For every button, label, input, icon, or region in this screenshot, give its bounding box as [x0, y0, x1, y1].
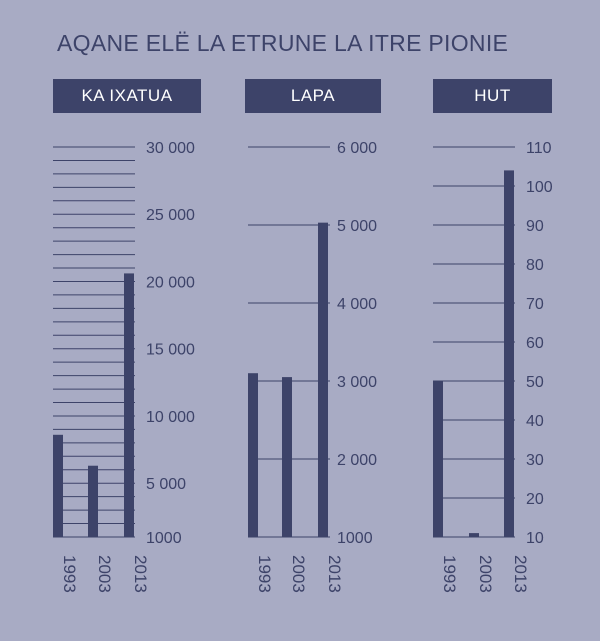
- y-tick-label-lapa: 1000: [337, 530, 373, 547]
- y-tick-label-lapa: 5 000: [337, 218, 377, 235]
- y-tick-label-lapa: 2 000: [337, 452, 377, 469]
- y-tick-label-ka-ixatua: 20 000: [146, 274, 195, 291]
- y-tick-label-ka-ixatua: 5 000: [146, 476, 186, 493]
- category-label-lapa-2003: 2003: [289, 555, 308, 593]
- y-tick-label-ka-ixatua: 10 000: [146, 409, 195, 426]
- y-tick-label-ka-ixatua: 15 000: [146, 342, 195, 359]
- y-tick-label-hut: 30: [526, 452, 544, 469]
- y-tick-label-hut: 20: [526, 491, 544, 508]
- y-tick-label-hut: 70: [526, 296, 544, 313]
- y-tick-label-lapa: 4 000: [337, 296, 377, 313]
- bar-lapa-2003: [282, 377, 292, 537]
- y-tick-label-hut: 40: [526, 413, 544, 430]
- y-tick-label-hut: 50: [526, 374, 544, 391]
- y-tick-label-hut: 110: [526, 140, 552, 157]
- y-tick-label-lapa: 6 000: [337, 140, 377, 157]
- bar-hut-2013: [504, 170, 514, 537]
- y-tick-label-ka-ixatua: 30 000: [146, 140, 195, 157]
- panel-header-ka-ixatua: KA IXATUA: [53, 79, 201, 113]
- y-tick-label-lapa: 3 000: [337, 374, 377, 391]
- bar-lapa-1993: [248, 373, 258, 537]
- category-label-ka-ixatua-1993: 1993: [60, 555, 79, 593]
- bar-ka-ixatua-1993: [53, 434, 63, 537]
- bar-ka-ixatua-2013: [124, 273, 134, 537]
- category-label-lapa-1993: 1993: [255, 555, 274, 593]
- y-tick-label-hut: 10: [526, 530, 544, 547]
- category-label-lapa-2013: 2013: [325, 555, 344, 593]
- category-label-hut-1993: 1993: [440, 555, 459, 593]
- category-label-hut-2003: 2003: [476, 555, 495, 593]
- category-label-hut-2013: 2013: [511, 555, 530, 593]
- y-tick-label-hut: 80: [526, 257, 544, 274]
- page-title: AQANE ELË LA ETRUNE LA ITRE PIONIE: [57, 30, 509, 56]
- category-label-ka-ixatua-2013: 2013: [131, 555, 150, 593]
- y-tick-label-ka-ixatua: 1000: [146, 530, 182, 547]
- y-tick-label-hut: 100: [526, 179, 553, 196]
- panel-header-hut: HUT: [433, 79, 552, 113]
- bar-hut-1993: [433, 381, 443, 537]
- y-tick-label-hut: 60: [526, 335, 544, 352]
- bar-lapa-2013: [318, 222, 328, 537]
- y-tick-label-ka-ixatua: 25 000: [146, 207, 195, 224]
- category-label-ka-ixatua-2003: 2003: [95, 555, 114, 593]
- bar-hut-2003: [469, 533, 479, 537]
- y-tick-label-hut: 90: [526, 218, 544, 235]
- bar-ka-ixatua-2003: [88, 465, 98, 537]
- panel-header-lapa: LAPA: [245, 79, 381, 113]
